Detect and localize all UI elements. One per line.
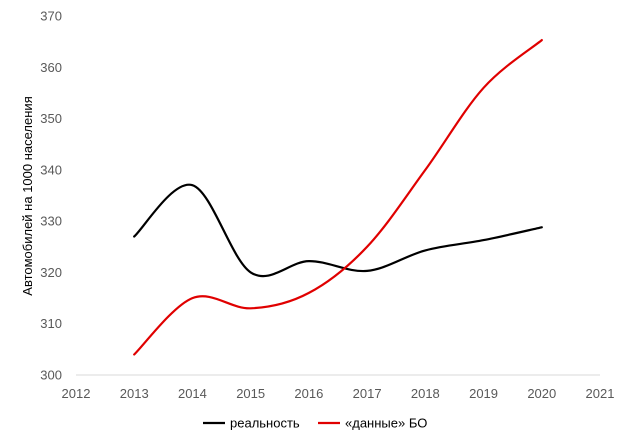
- legend: реальность «данные» БО: [203, 416, 427, 431]
- legend-label: «данные» БО: [345, 416, 427, 431]
- legend-label: реальность: [230, 416, 300, 431]
- x-tick-label: 2020: [527, 386, 556, 401]
- x-tick-label: 2014: [178, 386, 207, 401]
- y-tick-label: 300: [40, 368, 62, 383]
- axes: Автомобилей на 1000 населения: [20, 96, 600, 376]
- series-line-2: [133, 39, 543, 356]
- x-tick-label: 2018: [411, 386, 440, 401]
- series-line-1: [133, 183, 543, 278]
- x-tick-label: 2016: [294, 386, 323, 401]
- x-tick-labels: 2012 2013 2014 2015 2016 2017 2018 2019 2020 2021: [62, 386, 615, 401]
- x-tick-label: 2012: [62, 386, 91, 401]
- y-tick-label: 310: [40, 316, 62, 331]
- series-lines: [133, 39, 543, 356]
- y-tick-label: 340: [40, 162, 62, 177]
- x-tick-label: 2017: [353, 386, 382, 401]
- y-tick-label: 350: [40, 111, 62, 126]
- y-axis-label: Автомобилей на 1000 населения: [20, 96, 35, 295]
- x-tick-label: 2015: [236, 386, 265, 401]
- x-tick-label: 2013: [120, 386, 149, 401]
- y-tick-label: 360: [40, 60, 62, 75]
- y-tick-label: 370: [40, 9, 62, 24]
- x-tick-label: 2021: [586, 386, 615, 401]
- x-tick-label: 2019: [469, 386, 498, 401]
- y-tick-label: 320: [40, 265, 62, 280]
- y-tick-labels: 300 310 320 330 340 350 360 370: [40, 9, 62, 383]
- y-tick-label: 330: [40, 214, 62, 229]
